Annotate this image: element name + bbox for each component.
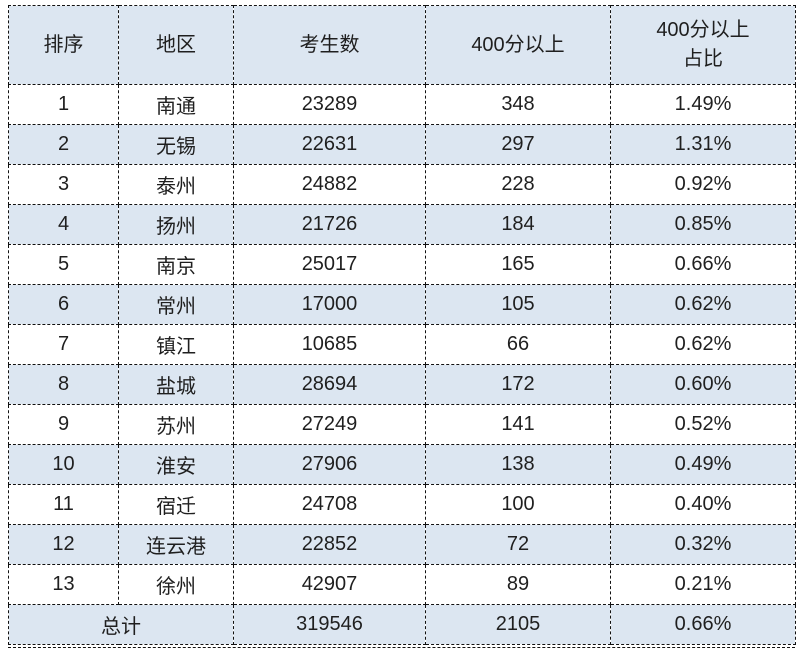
total-examinees-cell: 319546	[233, 604, 426, 645]
table-cell: 28694	[233, 364, 426, 405]
table-row: 4 扬州 21726 184 0.85%	[8, 204, 796, 245]
table-row: 11 宿迁 24708 100 0.40%	[8, 484, 796, 525]
table-cell: 72	[425, 524, 611, 565]
table-cell: 4	[8, 204, 119, 245]
table-row: 9 苏州 27249 141 0.52%	[8, 404, 796, 445]
table-cell: 7	[8, 324, 119, 365]
table-row: 6 常州 17000 105 0.62%	[8, 284, 796, 325]
table-cell: 0.85%	[610, 204, 796, 245]
table-cell: 盐城	[118, 364, 234, 405]
table-cell: 105	[425, 284, 611, 325]
table-cell: 0.40%	[610, 484, 796, 525]
table-cell: 23289	[233, 84, 426, 125]
table-cell: 镇江	[118, 324, 234, 365]
table-cell: 0.21%	[610, 564, 796, 605]
table-cell: 0.66%	[610, 244, 796, 285]
table-cell: 22852	[233, 524, 426, 565]
table-cell: 12	[8, 524, 119, 565]
table-body: 1 南通 23289 348 1.49% 2 无锡 22631 297 1.31% 3 泰州 24882…	[8, 84, 796, 605]
table-cell: 0.32%	[610, 524, 796, 565]
table-cell: 0.92%	[610, 164, 796, 205]
table-cell: 1.31%	[610, 124, 796, 165]
col-header-examinees: 考生数	[233, 5, 426, 85]
table-cell: 11	[8, 484, 119, 525]
table-cell: 苏州	[118, 404, 234, 445]
table-cell: 141	[425, 404, 611, 445]
table-cell: 常州	[118, 284, 234, 325]
table-cell: 165	[425, 244, 611, 285]
table-cell: 宿迁	[118, 484, 234, 525]
table-cell: 348	[425, 84, 611, 125]
table-cell: 3	[8, 164, 119, 205]
table-cell: 8	[8, 364, 119, 405]
table-cell: 南通	[118, 84, 234, 125]
table-row: 5 南京 25017 165 0.66%	[8, 244, 796, 285]
table-cell: 1	[8, 84, 119, 125]
total-row: 总计 319546 2105 0.66%	[8, 604, 796, 645]
table-cell: 0.49%	[610, 444, 796, 485]
table-row: 13 徐州 42907 89 0.21%	[8, 564, 796, 605]
table-cell: 21726	[233, 204, 426, 245]
table-row: 3 泰州 24882 228 0.92%	[8, 164, 796, 205]
table-cell: 22631	[233, 124, 426, 165]
total-label-cell: 总计	[8, 604, 234, 645]
table-cell: 无锡	[118, 124, 234, 165]
table-cell: 13	[8, 564, 119, 605]
table-cell: 0.60%	[610, 364, 796, 405]
table-cell: 24708	[233, 484, 426, 525]
table-cell: 0.52%	[610, 404, 796, 445]
table-cell: 南京	[118, 244, 234, 285]
table-cell: 10	[8, 444, 119, 485]
table-cell: 9	[8, 404, 119, 445]
table-cell: 10685	[233, 324, 426, 365]
table-cell: 172	[425, 364, 611, 405]
table-row: 12 连云港 22852 72 0.32%	[8, 524, 796, 565]
table-footer: 总计 319546 2105 0.66%	[8, 604, 796, 645]
col-header-rank: 排序	[8, 5, 119, 85]
table-row: 1 南通 23289 348 1.49%	[8, 84, 796, 125]
col-header-region: 地区	[118, 5, 234, 85]
table-header: 排序 地区 考生数 400分以上 400分以上 占比	[8, 5, 796, 85]
table-row: 8 盐城 28694 172 0.60%	[8, 364, 796, 405]
table-cell: 27906	[233, 444, 426, 485]
table-cell: 6	[8, 284, 119, 325]
table-cell: 17000	[233, 284, 426, 325]
exam-score-table: 排序 地区 考生数 400分以上 400分以上 占比 1 南通 23289 348 1.…	[8, 5, 796, 645]
table-cell: 25017	[233, 244, 426, 285]
col-header-above400-ratio: 400分以上 占比	[610, 5, 796, 85]
table-cell: 0.62%	[610, 284, 796, 325]
table-cell: 连云港	[118, 524, 234, 565]
table-row: 10 淮安 27906 138 0.49%	[8, 444, 796, 485]
table-cell: 297	[425, 124, 611, 165]
header-row: 排序 地区 考生数 400分以上 400分以上 占比	[8, 5, 796, 85]
table-cell: 0.62%	[610, 324, 796, 365]
table-cell: 5	[8, 244, 119, 285]
table-cell: 泰州	[118, 164, 234, 205]
table-row: 2 无锡 22631 297 1.31%	[8, 124, 796, 165]
table-cell: 228	[425, 164, 611, 205]
table-cell: 66	[425, 324, 611, 365]
table-cell: 184	[425, 204, 611, 245]
table-cell: 扬州	[118, 204, 234, 245]
table-cell: 淮安	[118, 444, 234, 485]
table-row: 7 镇江 10685 66 0.62%	[8, 324, 796, 365]
table-cell: 42907	[233, 564, 426, 605]
col-header-above400: 400分以上	[425, 5, 611, 85]
table-cell: 徐州	[118, 564, 234, 605]
table-cell: 89	[425, 564, 611, 605]
table-cell: 27249	[233, 404, 426, 445]
table-cell: 2	[8, 124, 119, 165]
table-cell: 24882	[233, 164, 426, 205]
table-cell: 1.49%	[610, 84, 796, 125]
total-above400-cell: 2105	[425, 604, 611, 645]
total-ratio-cell: 0.66%	[610, 604, 796, 645]
table-cell: 100	[425, 484, 611, 525]
table-cell: 138	[425, 444, 611, 485]
